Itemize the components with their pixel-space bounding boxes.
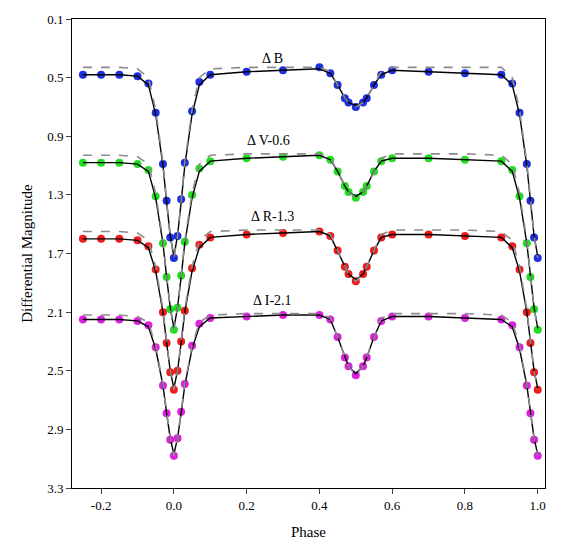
svg-text:0.6: 0.6	[384, 498, 401, 513]
svg-text:1.7: 1.7	[47, 246, 64, 261]
svg-text:Δ V-0.6: Δ V-0.6	[247, 133, 290, 148]
svg-text:0.0: 0.0	[166, 498, 182, 513]
svg-text:Δ R-1.3: Δ R-1.3	[251, 209, 294, 224]
svg-text:Δ B: Δ B	[262, 51, 283, 66]
svg-text:2.1: 2.1	[47, 305, 63, 320]
svg-text:0.2: 0.2	[239, 498, 255, 513]
svg-text:0.4: 0.4	[311, 498, 328, 513]
svg-text:Phase: Phase	[291, 524, 326, 540]
svg-text:Differential Magnitude: Differential Magnitude	[19, 184, 35, 323]
svg-text:0.9: 0.9	[47, 129, 63, 144]
svg-text:0.5: 0.5	[47, 70, 63, 85]
svg-text:2.9: 2.9	[47, 422, 63, 437]
svg-text:Δ I-2.1: Δ I-2.1	[253, 293, 292, 308]
svg-text:0.8: 0.8	[457, 498, 473, 513]
svg-text:0.1: 0.1	[47, 12, 63, 27]
svg-text:-0.2: -0.2	[91, 498, 112, 513]
svg-text:3.3: 3.3	[47, 481, 63, 496]
svg-text:1.3: 1.3	[47, 187, 63, 202]
svg-text:2.5: 2.5	[47, 363, 63, 378]
svg-text:1.0: 1.0	[530, 498, 546, 513]
